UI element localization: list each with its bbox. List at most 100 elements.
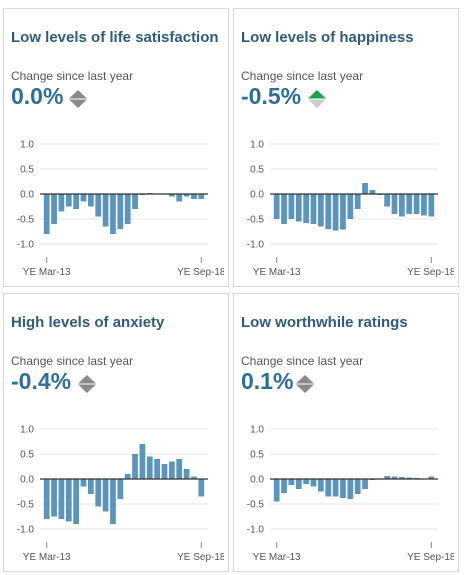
y-tick-label: 1.0 bbox=[20, 425, 34, 436]
bar bbox=[110, 479, 116, 524]
bar bbox=[80, 194, 87, 202]
panel-title: Low levels of happiness bbox=[241, 29, 414, 46]
bar bbox=[168, 194, 175, 197]
panel-title: High levels of anxiety bbox=[11, 314, 165, 331]
neutral-trend-icon bbox=[78, 375, 96, 393]
bar bbox=[362, 183, 368, 194]
bar bbox=[325, 194, 332, 229]
bar bbox=[176, 194, 183, 202]
x-start-label: YE Mar-13 bbox=[253, 267, 301, 278]
bar bbox=[406, 477, 413, 479]
change-value: 0.0% bbox=[11, 83, 64, 109]
bar bbox=[117, 194, 124, 229]
change-label: Change since last year bbox=[241, 69, 364, 83]
bar bbox=[73, 479, 80, 524]
arrow-down-half bbox=[78, 384, 96, 393]
bar bbox=[95, 479, 102, 507]
bar bbox=[65, 479, 72, 522]
bar bbox=[347, 479, 354, 499]
bar bbox=[183, 194, 190, 197]
y-tick-label: 0.0 bbox=[250, 475, 264, 486]
panel-life-satisfaction: Low levels of life satisfaction Change s… bbox=[3, 8, 229, 287]
bar bbox=[317, 479, 324, 492]
bar bbox=[80, 479, 87, 487]
y-tick-label: -0.5 bbox=[17, 500, 35, 511]
bar bbox=[87, 479, 94, 494]
bar bbox=[132, 194, 138, 209]
bar-chart: 1.0 0.5 0.0 -0.5 -1.0 YE Mar-13 YE Sep-18 bbox=[247, 425, 454, 564]
bar bbox=[428, 194, 435, 217]
bar bbox=[183, 469, 190, 479]
bar-chart: 1.0 0.5 0.0 -0.5 -1.0 YE Mar-13 YE Sep-18 bbox=[247, 140, 454, 279]
bar bbox=[295, 194, 302, 222]
bar bbox=[281, 194, 287, 224]
bar bbox=[161, 464, 168, 479]
bar bbox=[102, 194, 109, 227]
bar bbox=[295, 479, 302, 489]
improved-trend-icon bbox=[308, 90, 326, 108]
panel-anxiety: High levels of anxiety Change since last… bbox=[3, 293, 229, 572]
bar bbox=[354, 479, 361, 494]
bar bbox=[176, 459, 183, 479]
bar bbox=[303, 479, 310, 484]
bar bbox=[168, 461, 175, 479]
x-start-label: YE Mar-13 bbox=[23, 552, 71, 563]
bar bbox=[124, 194, 131, 224]
x-end-label: YE Sep-18 bbox=[407, 552, 454, 563]
bar bbox=[384, 194, 391, 207]
bar bbox=[146, 456, 153, 479]
bar bbox=[139, 444, 146, 479]
bar bbox=[340, 194, 346, 230]
bar bbox=[110, 194, 116, 234]
x-end-label: YE Sep-18 bbox=[407, 267, 454, 278]
x-start-label: YE Mar-13 bbox=[253, 552, 301, 563]
bar bbox=[288, 194, 295, 219]
bar bbox=[65, 194, 72, 207]
bar-chart: 1.0 0.5 0.0 -0.5 -1.0 YE Mar-13 YE Sep-18 bbox=[17, 425, 224, 564]
y-tick-label: -0.5 bbox=[17, 215, 35, 226]
y-tick-label: 0.5 bbox=[250, 450, 264, 461]
y-tick-label: 0.5 bbox=[20, 450, 34, 461]
arrow-down-half bbox=[69, 99, 87, 108]
panel-happiness: Low levels of happiness Change since las… bbox=[233, 8, 459, 287]
y-tick-label: 1.0 bbox=[250, 140, 264, 151]
bar bbox=[406, 194, 413, 214]
arrow-down-half bbox=[308, 99, 326, 108]
arrow-up-half bbox=[296, 375, 314, 384]
bar bbox=[124, 474, 131, 479]
arrow-up-half bbox=[78, 375, 96, 384]
bar bbox=[198, 479, 205, 497]
x-end-label: YE Sep-18 bbox=[177, 267, 224, 278]
bar bbox=[310, 479, 317, 487]
bar bbox=[347, 194, 354, 219]
y-tick-label: 0.0 bbox=[250, 190, 264, 201]
panel-title: Low levels of life satisfaction bbox=[11, 29, 219, 46]
bar bbox=[51, 194, 57, 224]
bar bbox=[317, 194, 324, 227]
change-value: -0.4% bbox=[11, 368, 72, 394]
y-tick-label: 1.0 bbox=[250, 425, 264, 436]
bar bbox=[398, 477, 405, 479]
bar bbox=[117, 479, 124, 499]
bar bbox=[154, 459, 161, 479]
bar bbox=[43, 479, 50, 519]
bar bbox=[340, 479, 346, 498]
bar bbox=[354, 194, 361, 209]
bar bbox=[332, 194, 339, 231]
panel-title: Low worthwhile ratings bbox=[241, 314, 408, 331]
bar bbox=[303, 194, 310, 223]
bar bbox=[273, 194, 280, 219]
y-tick-label: 1.0 bbox=[20, 140, 34, 151]
bar bbox=[369, 190, 376, 194]
y-tick-label: 0.5 bbox=[20, 165, 34, 176]
panel-worthwhile: Low worthwhile ratings Change since last… bbox=[233, 293, 459, 572]
y-tick-label: -0.5 bbox=[247, 215, 265, 226]
change-value: 0.1% bbox=[241, 368, 294, 394]
x-start-label: YE Mar-13 bbox=[23, 267, 71, 278]
bar bbox=[198, 194, 205, 199]
bar bbox=[191, 476, 197, 479]
bar bbox=[391, 194, 398, 214]
y-tick-label: 0.5 bbox=[250, 165, 264, 176]
neutral-trend-icon bbox=[296, 375, 314, 393]
bar bbox=[428, 476, 435, 479]
